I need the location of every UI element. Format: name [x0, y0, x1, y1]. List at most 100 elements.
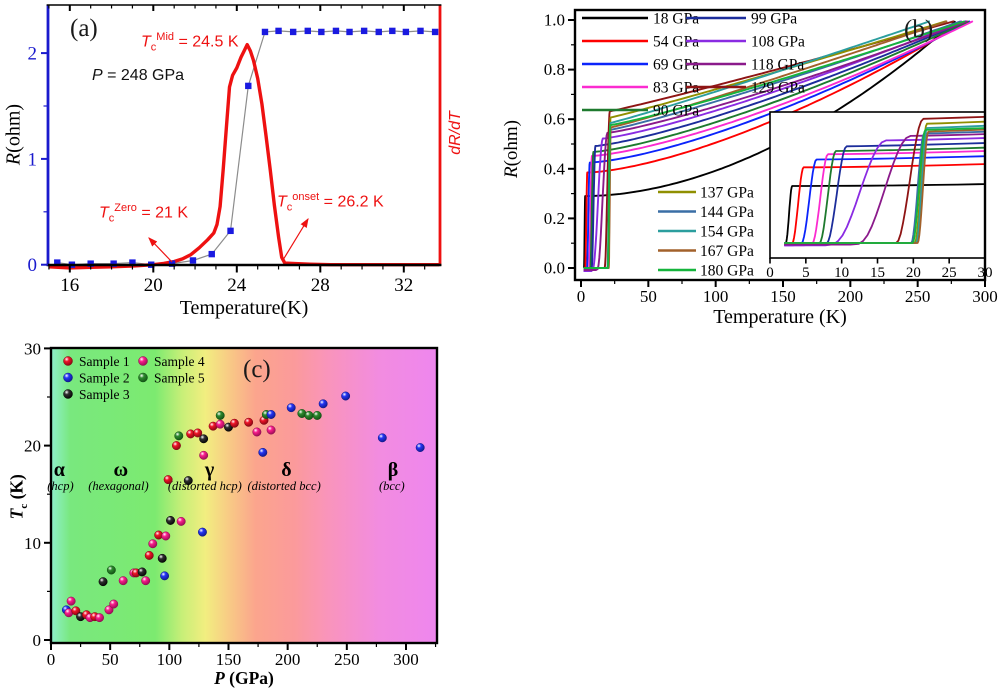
data-point-sample-4 [215, 419, 225, 429]
tick-label: 5 [802, 265, 810, 281]
tick-label: 0 [766, 265, 774, 281]
curve-54-GPa [583, 20, 967, 270]
phase-symbol: β [388, 459, 399, 481]
data-point-sample-4 [252, 427, 262, 437]
legend-label: 99 GPa [751, 11, 797, 28]
data-point-sample-2 [341, 391, 351, 401]
annotation-arrow [282, 217, 309, 261]
legend-label: Sample 1 [79, 354, 130, 369]
data-point-sample-4 [118, 576, 128, 586]
curve-118-GPa [583, 20, 968, 271]
data-point-square [431, 28, 439, 36]
data-point-square [318, 28, 325, 36]
data-point-sample-5 [174, 431, 184, 441]
panel-a-label: (a) [70, 15, 98, 42]
data-point-sample-4 [109, 599, 119, 609]
tick-label: 1.0 [544, 11, 565, 30]
panel-c-x-ticks: 0 50 100 150 200 250 300 [47, 643, 437, 669]
data-point-sample-5 [106, 565, 116, 575]
data-point-square [375, 28, 382, 36]
data-point-sample-5 [312, 411, 322, 420]
phase-symbol: α [54, 459, 65, 481]
data-point-sample-2 [266, 410, 276, 419]
legend-label: 90 GPa [653, 103, 699, 120]
resistance-connector-line [57, 30, 436, 266]
panel-a-y-ticks: 0 1 2 [28, 44, 48, 276]
data-point-sample-4 [95, 613, 104, 623]
data-point-sample-3 [137, 567, 147, 577]
phase-symbol: ω [114, 459, 129, 481]
phase-symbol: δ [281, 459, 291, 481]
data-point-square [54, 259, 61, 266]
pressure-note: P = 248 GPa [92, 67, 185, 84]
tick-label: 10 [24, 534, 41, 553]
data-point-square [168, 260, 176, 267]
data-point-sample-3 [157, 553, 167, 563]
tick-label: 100 [703, 287, 729, 306]
legend-label: 137 GPa [700, 185, 754, 202]
tick-label: 150 [770, 287, 796, 306]
tick-label: 0 [33, 631, 42, 650]
data-point-sample-4 [266, 425, 276, 435]
panel-c-label: (c) [243, 356, 271, 383]
panel-b-y-ticks: 0.0 0.2 0.4 0.6 0.8 1.0 [544, 11, 575, 278]
tick-label: 250 [334, 650, 360, 669]
tick-label: 0 [577, 287, 586, 306]
panel-b-x-ticks: 0 50 100 150 200 250 300 [577, 280, 998, 306]
tick-label: 200 [838, 287, 864, 306]
phase-symbol: γ [204, 459, 215, 481]
tick-label: 50 [102, 650, 119, 669]
inset-curves [784, 115, 984, 247]
data-point-square [129, 259, 136, 266]
legend-label: 118 GPa [751, 57, 804, 74]
phase-structure: (distorted hcp) [168, 479, 242, 493]
tc-onset-symbol: T [277, 193, 287, 211]
tc-mid-annotation: TcMid = 24.5 K [141, 31, 239, 54]
phase-structure: (hcp) [47, 479, 73, 493]
tick-label: 0.0 [544, 259, 565, 278]
tick-label: 250 [905, 287, 931, 306]
tick-label: 0.4 [544, 159, 566, 178]
data-point-sample-4 [104, 605, 114, 615]
data-point-sample-4 [141, 576, 151, 586]
legend-marker [63, 389, 73, 399]
phase-labels: α(hcp) ω(hexagonal) γ(distorted hcp) δ(dist… [47, 459, 404, 493]
panel-a-y-left-label: R(ohm) [2, 103, 25, 166]
panel-b: 0 5 10 15 20 25 30 0 50 100 150 200 250 300 0.0 0.2 0.4 0… [500, 0, 1000, 335]
data-point-sample-3 [199, 434, 209, 444]
tick-label: 20 [906, 265, 921, 281]
data-point-square [402, 28, 410, 36]
data-point-sample-1 [229, 418, 239, 428]
tick-label: 100 [157, 650, 183, 669]
data-point-sample-2 [258, 447, 268, 457]
legend-label: Sample 4 [154, 354, 205, 369]
tick-label: 28 [311, 275, 330, 296]
tick-label: 200 [275, 650, 301, 669]
phase-structure: (distorted bcc) [247, 479, 320, 493]
curve-180-GPa [583, 20, 966, 269]
tc-data-points [61, 391, 425, 623]
panel-c-plot: α(hcp) ω(hexagonal) γ(distorted hcp) δ(dist… [24, 339, 439, 669]
data-point-sample-1 [144, 550, 154, 560]
tick-label: 2 [28, 44, 38, 65]
tick-label: 30 [24, 339, 41, 358]
data-point-sample-4 [66, 596, 76, 606]
curve-137-GPa [583, 20, 947, 269]
data-point-square [87, 260, 94, 267]
legend-label: 69 GPa [653, 57, 699, 74]
tick-label: 20 [24, 437, 41, 456]
data-point-sample-4 [161, 531, 171, 541]
tick-label: 32 [394, 275, 413, 296]
phase-structure: (hexagonal) [88, 479, 148, 493]
data-point-sample-5 [304, 411, 314, 420]
legend-label: Sample 3 [79, 387, 130, 402]
tick-label: 0.8 [544, 60, 565, 79]
panel-c-x-label: P (GPa) [214, 668, 274, 688]
tc-zero-symbol: T [99, 204, 109, 222]
legend-marker [63, 356, 73, 366]
legend-marker [138, 356, 148, 366]
panel-a-x-label: Temperature(K) [179, 297, 309, 319]
phase-structure: (bcc) [379, 479, 405, 493]
data-point-sample-5 [215, 411, 225, 420]
